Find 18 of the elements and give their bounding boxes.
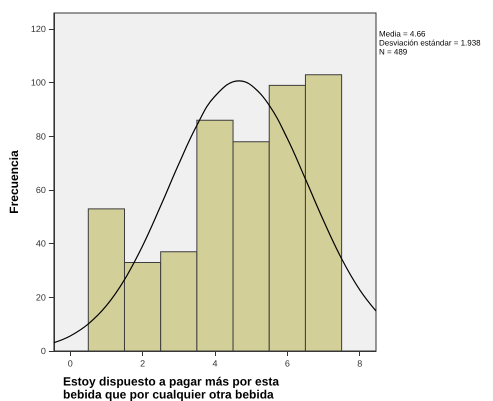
y-tick-label: 80 bbox=[36, 131, 46, 142]
y-tick-label: 120 bbox=[30, 24, 46, 34]
x-tick-label: 6 bbox=[284, 358, 290, 368]
y-axis-title: Frecuencia bbox=[7, 150, 21, 214]
y-tick-label: 20 bbox=[36, 292, 46, 302]
x-axis-title: Estoy dispuesto a pagar más por esta bebida que por cualquier otra bebida bbox=[63, 374, 282, 401]
y-tick-label: 0 bbox=[40, 346, 46, 356]
x-tick-label: 8 bbox=[357, 358, 362, 368]
x-tick-label: 4 bbox=[212, 358, 218, 368]
text: Desviación estándar = 1.938 bbox=[379, 38, 482, 48]
y-tick-label: 100 bbox=[30, 78, 46, 88]
x-tick-label: 0 bbox=[68, 358, 73, 368]
y-tick-label: 60 bbox=[36, 185, 46, 196]
text: N = 489 bbox=[379, 48, 408, 56]
x-tick-label: 2 bbox=[140, 358, 146, 368]
line-series bbox=[53, 80, 377, 344]
text: Media = 4.66 bbox=[379, 30, 426, 38]
y-tick-label: 40 bbox=[36, 238, 46, 249]
